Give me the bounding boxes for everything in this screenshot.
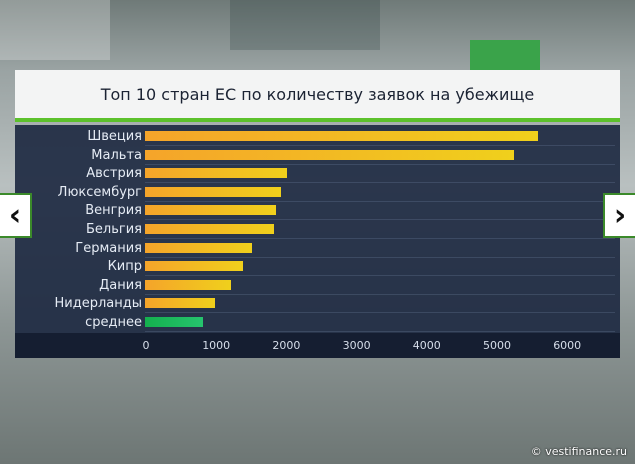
bar-Германия: [145, 242, 253, 253]
gridline: [145, 163, 615, 165]
category-label: Бельгия: [86, 222, 142, 237]
bar-Кипр: [145, 261, 244, 272]
category-label: Кипр: [107, 259, 142, 275]
gridline: [145, 145, 615, 146]
category-label: Австрия: [86, 166, 142, 182]
background-decor: [470, 40, 540, 70]
bar-среднее: [145, 317, 203, 327]
category-label: Венгрия: [85, 203, 142, 219]
gridline: [145, 256, 615, 258]
gridline: [145, 238, 615, 239]
bar-Австрия: [145, 168, 287, 179]
category-label: Мальта: [91, 147, 142, 163]
next-button[interactable]: ›: [603, 193, 635, 238]
chart-panel: Топ 10 стран ЕС по количеству заявок на …: [15, 70, 620, 358]
chart-title: Топ 10 стран ЕС по количеству заявок на …: [15, 70, 620, 122]
bar-Мальта: [145, 149, 514, 160]
gridline: [145, 219, 615, 221]
watermark: © vestifinance.ru: [530, 445, 627, 458]
x-tick-label: 3000: [342, 339, 371, 352]
bar-Люксембург: [145, 186, 282, 197]
gridline: [145, 312, 615, 314]
background-decor: [0, 0, 110, 60]
gridline: [145, 200, 615, 202]
category-label: Нидерланды: [54, 296, 143, 312]
gridline: [145, 182, 615, 184]
bar-Венгрия: [145, 205, 277, 216]
bar-Дания: [145, 279, 232, 290]
bar-Нидерланды: [145, 298, 216, 309]
prev-button[interactable]: ‹: [0, 193, 32, 238]
category-label: Дания: [99, 277, 142, 293]
gridline: [145, 275, 615, 277]
x-tick-label: 4000: [412, 339, 441, 352]
bar-Бельгия: [145, 224, 275, 234]
gridline: [145, 331, 615, 332]
x-tick-label: 1000: [202, 339, 231, 352]
gridline: [145, 293, 615, 295]
background-decor: [230, 0, 380, 50]
category-label: Швеция: [87, 129, 142, 144]
category-label: среднее: [85, 315, 142, 330]
x-tick-label: 6000: [553, 339, 582, 352]
bar-Швеция: [145, 131, 539, 141]
x-tick-label: 0: [142, 339, 150, 352]
plot-area: Швеция Мальта Австрия Люксембург Венгрия Бель…: [15, 125, 620, 358]
x-tick-label: 2000: [272, 339, 301, 352]
category-label: Германия: [75, 240, 142, 256]
x-axis: [15, 333, 620, 358]
category-label: Люксембург: [57, 184, 142, 200]
x-tick-label: 5000: [483, 339, 511, 352]
